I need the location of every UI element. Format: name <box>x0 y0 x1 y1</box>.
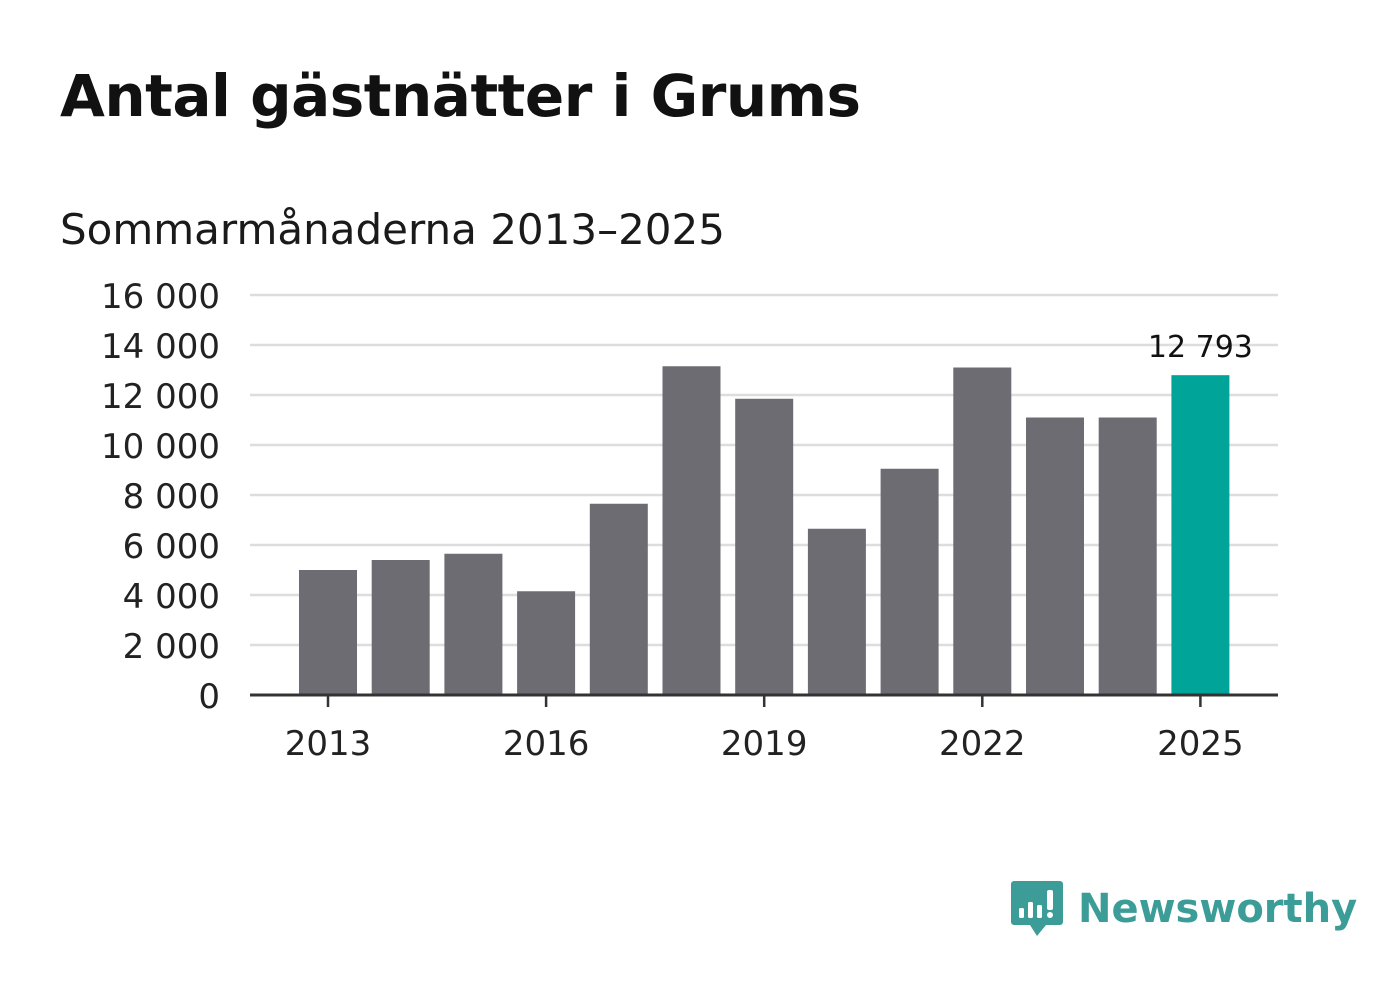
bar-2022 <box>953 367 1012 695</box>
bar-2021 <box>880 468 939 695</box>
y-tick-label: 2 000 <box>123 627 220 667</box>
bar-2014 <box>371 560 430 695</box>
x-tick-label: 2016 <box>503 724 590 764</box>
y-tick-label: 8 000 <box>123 477 220 517</box>
x-tick-label: 2025 <box>1157 724 1244 764</box>
y-tick-label: 6 000 <box>123 527 220 567</box>
bar-2016 <box>517 591 576 695</box>
bars <box>299 366 1230 695</box>
x-axis-ticks: 2013 2016 2019 2022 2025 <box>285 695 1244 764</box>
y-tick-label: 14 000 <box>101 327 220 367</box>
x-tick-label: 2019 <box>721 724 808 764</box>
chart-subtitle: Sommarmånaderna 2013–2025 <box>60 205 725 254</box>
chart-title: Antal gästnätter i Grums <box>60 62 861 130</box>
x-tick-label: 2022 <box>939 724 1026 764</box>
annotations: 12 793 <box>1148 330 1253 365</box>
data-label: 12 793 <box>1148 330 1253 365</box>
bar-2024 <box>1098 417 1157 695</box>
bar-2017 <box>589 503 648 695</box>
bar-2025 <box>1171 375 1230 695</box>
bar-2020 <box>807 528 866 695</box>
y-tick-label: 16 000 <box>101 277 220 317</box>
logo-name: Newsworthy <box>1078 886 1358 932</box>
bar-2015 <box>444 553 503 695</box>
bar-2023 <box>1026 417 1084 695</box>
y-tick-label: 10 000 <box>101 427 220 467</box>
bar-2013 <box>299 570 357 695</box>
y-tick-label: 12 000 <box>101 377 220 417</box>
newsworthy-logo: Newsworthy <box>1010 878 1357 940</box>
y-axis-ticks: 0 2 000 4 000 6 000 8 000 10 000 12 000 14 000 1… <box>101 277 220 717</box>
x-tick-label: 2013 <box>285 724 372 764</box>
y-tick-label: 4 000 <box>123 577 220 617</box>
bar-chart-speech-bubble-icon <box>1011 881 1063 936</box>
y-tick-label: 0 <box>198 677 220 717</box>
bar-2018 <box>662 366 721 695</box>
bar-2019 <box>735 398 794 695</box>
